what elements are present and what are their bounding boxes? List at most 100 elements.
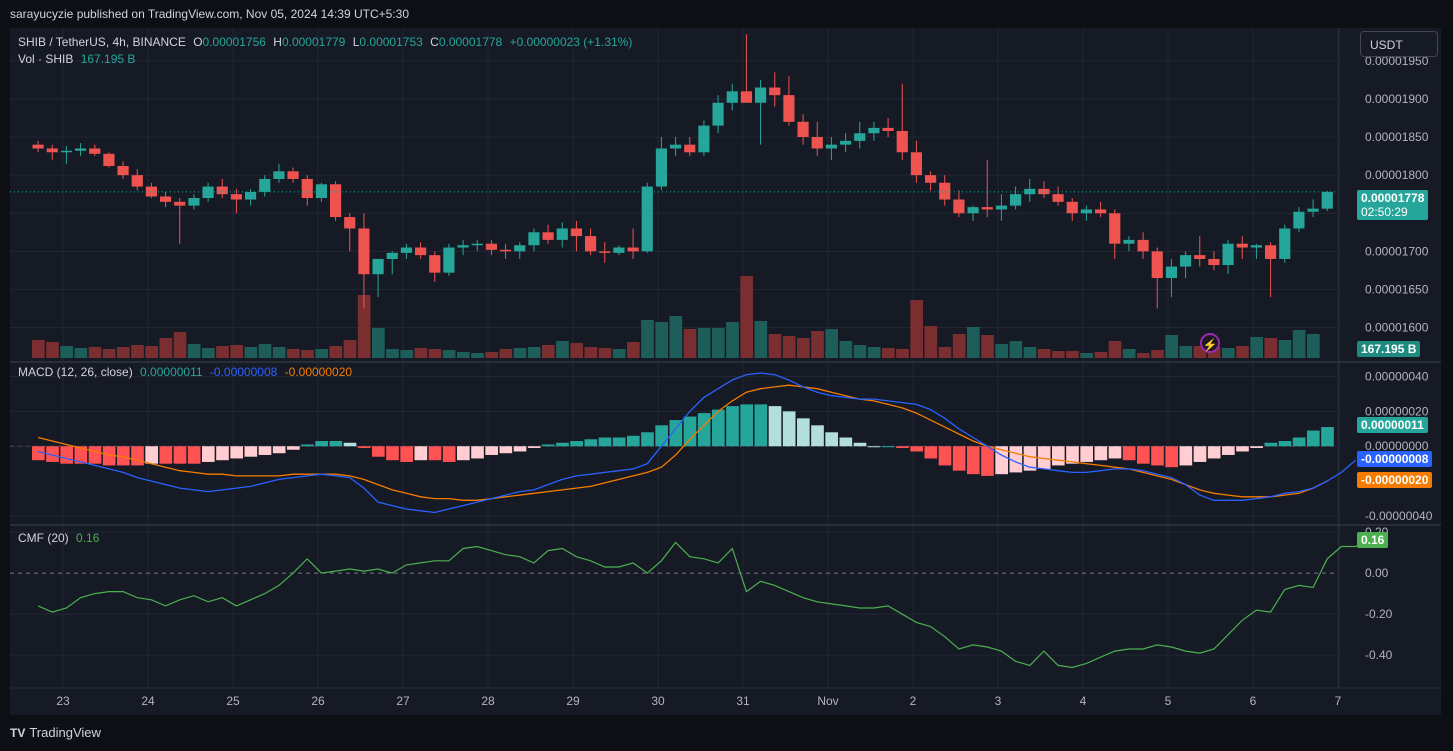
macd-hist-value: 0.00000011 (140, 365, 203, 379)
macd-histogram-bar (372, 446, 385, 457)
cmf-label[interactable]: CMF (20) (18, 531, 69, 545)
volume-bar (1151, 350, 1164, 358)
macd-histogram-bar (287, 446, 300, 450)
candle-body (145, 186, 157, 197)
macd-histogram-bar (726, 406, 739, 447)
candle-body (939, 182, 951, 200)
volume-bar (1094, 352, 1108, 358)
cmf-legend: CMF (20) 0.16 (18, 531, 103, 545)
candle-body (89, 148, 101, 154)
volume-bar (712, 328, 725, 358)
chart-area[interactable]: 23 24 25 26 27 28 29 30 31 Nov 2 3 4 5 6 7 0.00001950 0.0… (10, 28, 1441, 715)
candle-body (386, 252, 398, 259)
candle-body (1307, 208, 1319, 212)
legend-symbol[interactable]: SHIB / TetherUS, 4h, BINANCE (18, 35, 186, 49)
volume-bar (499, 349, 513, 358)
volume-bar (867, 347, 881, 358)
macd-histogram-bar (669, 420, 683, 447)
candle-body (358, 228, 370, 275)
candle-body (160, 196, 172, 202)
candle-body (1293, 211, 1305, 229)
macd-histogram-bar (1236, 446, 1249, 452)
y-tick-label: 0.00001800 (1365, 168, 1429, 182)
volume-bar (414, 348, 428, 358)
macd-histogram-bar (46, 446, 59, 462)
candle-body (755, 87, 767, 103)
legend-change: +0.00000023 (+1.31%) (509, 35, 633, 49)
volume-bar (1307, 334, 1320, 358)
volume-bar (1122, 349, 1136, 358)
volume-bar (102, 349, 116, 358)
macd-histogram-bar (216, 446, 229, 461)
volume-bar (612, 349, 626, 358)
candle-body (1222, 243, 1234, 266)
x-tick-label: 7 (1335, 694, 1342, 708)
macd-histogram-bar (584, 439, 598, 447)
x-tick-label: 30 (651, 694, 665, 708)
macd-histogram-bar (1066, 446, 1079, 464)
candle-body (372, 258, 384, 275)
x-tick-label: 5 (1165, 694, 1172, 708)
candle-body (726, 91, 738, 103)
candle-body (117, 166, 129, 176)
volume-bar (88, 347, 102, 358)
volume-bar (315, 349, 328, 358)
volume-bar (400, 350, 413, 358)
candle-body (1165, 266, 1177, 278)
candle-body (315, 184, 327, 198)
macd-histogram-bar (1137, 446, 1150, 464)
candle-body (1010, 194, 1022, 206)
volume-bar (1179, 346, 1193, 358)
candle-body (953, 199, 965, 214)
tv-mark-icon: TV (10, 726, 26, 740)
macd-histogram-bar (1080, 446, 1093, 462)
volume-bar (641, 320, 654, 358)
volume-bar (1066, 351, 1079, 358)
volume-bar (244, 347, 258, 358)
volume-bar (556, 341, 569, 358)
candle-body (131, 175, 143, 187)
volume-bar (740, 276, 753, 358)
candle-body (1038, 188, 1050, 195)
legend-high: 0.00001779 (281, 35, 346, 49)
candle-body (627, 247, 639, 252)
volume-bar (896, 349, 909, 358)
macd-histogram-bar (683, 416, 697, 447)
candle-body (1151, 251, 1163, 278)
volume-bar (598, 348, 612, 358)
macd-histogram-bar (485, 446, 498, 455)
tradingview-logo[interactable]: TV TradingView (10, 725, 101, 740)
macd-label[interactable]: MACD (12, 26, close) (18, 365, 133, 379)
volume-bar (882, 348, 895, 358)
candle-body (1321, 191, 1333, 209)
currency-button[interactable]: USDT (1360, 31, 1438, 57)
legend-close: 0.00001778 (438, 35, 503, 49)
volume-bar (159, 338, 173, 358)
macd-histogram-bar (145, 446, 158, 464)
macd-histogram-bar (1307, 430, 1320, 447)
macd-histogram-bar (1222, 446, 1235, 455)
legend-volume: 167.195 B (80, 52, 136, 66)
macd-histogram-bar (853, 442, 867, 447)
macd-histogram-bar (882, 446, 895, 448)
macd-histogram-bar (499, 446, 513, 454)
macd-histogram-bar (811, 425, 824, 447)
candle-body (216, 186, 228, 195)
candle-body (1265, 245, 1277, 259)
lightning-icon[interactable]: ⚡ (1200, 333, 1220, 353)
macd-histogram-bar (556, 442, 569, 447)
macd-histogram-bar (386, 446, 399, 461)
macd-histogram-bar (655, 425, 668, 447)
candle-body (684, 144, 696, 153)
legend-volume-label[interactable]: Vol · SHIB (18, 52, 74, 66)
x-tick-label: 23 (56, 694, 70, 708)
macd-histogram-bar (641, 432, 654, 447)
chart-canvas[interactable]: 23 24 25 26 27 28 29 30 31 Nov 2 3 4 5 6 70.000019500.0… (10, 28, 1441, 715)
candle-body (556, 228, 568, 240)
volume-bar (1009, 341, 1023, 358)
legend-close-label: C (430, 35, 439, 49)
candle-body (400, 247, 412, 253)
macd-histogram-bar (343, 442, 357, 447)
volume-bar (372, 328, 385, 358)
volume-bar (811, 331, 824, 358)
